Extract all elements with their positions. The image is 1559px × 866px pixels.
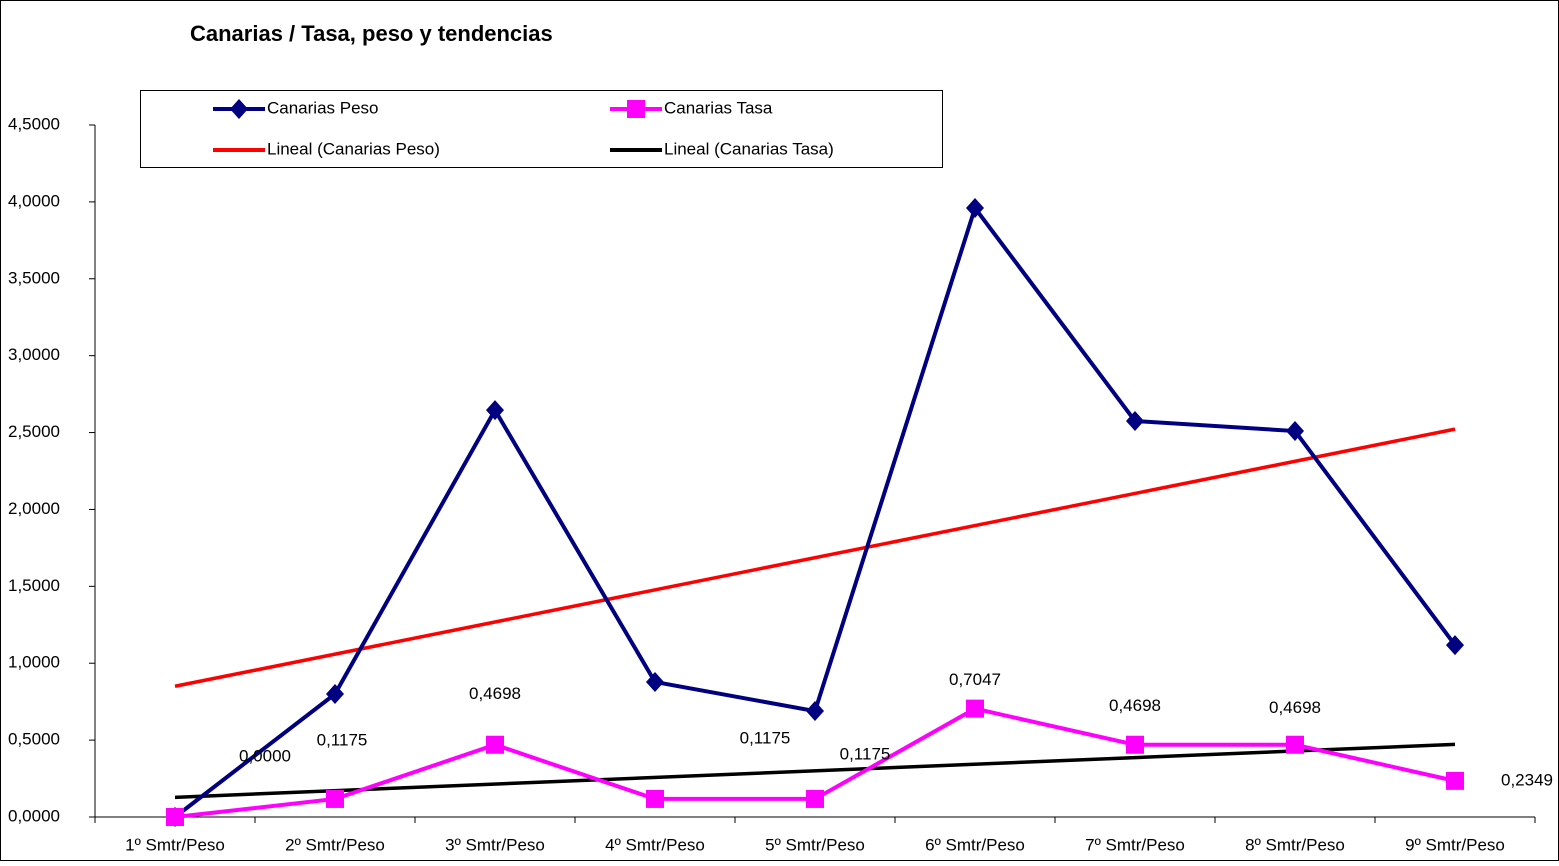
x-tick-label: 7º Smtr/Peso — [1085, 835, 1185, 854]
data-label: 0,4698 — [469, 684, 521, 703]
legend-box — [140, 90, 943, 168]
y-tick-label: 0,0000 — [8, 806, 60, 825]
x-tick-label: 8º Smtr/Peso — [1245, 835, 1345, 854]
y-tick-label: 4,0000 — [8, 191, 60, 210]
x-tick-label: 9º Smtr/Peso — [1405, 835, 1505, 854]
trendline — [174, 427, 1456, 688]
chart-title: Canarias / Tasa, peso y tendencias — [190, 21, 553, 46]
marker — [486, 735, 504, 754]
marker — [326, 683, 344, 704]
marker — [806, 789, 824, 808]
x-tick-label: 3º Smtr/Peso — [445, 835, 545, 854]
trendline — [174, 742, 1456, 800]
marker — [1126, 735, 1144, 754]
x-tick-label: 2º Smtr/Peso — [285, 835, 385, 854]
marker — [1286, 735, 1304, 754]
x-tick-label: 4º Smtr/Peso — [605, 835, 705, 854]
y-tick-label: 2,0000 — [8, 499, 60, 518]
marker — [1446, 635, 1464, 656]
y-tick-label: 0,5000 — [8, 730, 60, 749]
data-label: 0,1175 — [317, 730, 368, 749]
data-label: 0,2349 — [1501, 770, 1553, 789]
legend-label: Lineal (Canarias Peso) — [267, 139, 440, 158]
marker — [326, 789, 344, 808]
marker — [486, 400, 504, 421]
marker — [166, 808, 184, 826]
data-label: 0,1175 — [840, 744, 891, 763]
x-tick-label: 6º Smtr/Peso — [925, 835, 1025, 854]
data-label: 0,4698 — [1269, 698, 1321, 717]
legend-label: Canarias Tasa — [664, 98, 773, 117]
marker — [646, 789, 664, 808]
legend-label: Lineal (Canarias Tasa) — [664, 139, 834, 158]
data-label: 0,1175 — [740, 728, 791, 747]
y-tick-label: 1,0000 — [8, 653, 60, 672]
x-tick-label: 1º Smtr/Peso — [125, 835, 225, 854]
y-tick-label: 4,5000 — [8, 114, 60, 133]
marker — [1446, 771, 1464, 790]
marker — [1126, 411, 1144, 432]
data-label: 0,0000 — [239, 746, 291, 765]
y-tick-label: 2,5000 — [8, 422, 60, 441]
marker — [966, 198, 984, 219]
marker — [806, 701, 824, 722]
y-tick-label: 1,5000 — [8, 576, 60, 595]
marker — [230, 99, 248, 119]
marker — [627, 100, 645, 118]
data-label: 0,7047 — [949, 670, 1001, 689]
marker — [1286, 421, 1304, 442]
y-tick-label: 3,5000 — [8, 268, 60, 287]
data-label: 0,4698 — [1109, 696, 1161, 715]
x-tick-label: 5º Smtr/Peso — [765, 835, 865, 854]
y-tick-label: 3,0000 — [8, 345, 60, 364]
legend-label: Canarias Peso — [267, 98, 379, 117]
marker — [646, 671, 664, 692]
marker — [966, 699, 984, 718]
